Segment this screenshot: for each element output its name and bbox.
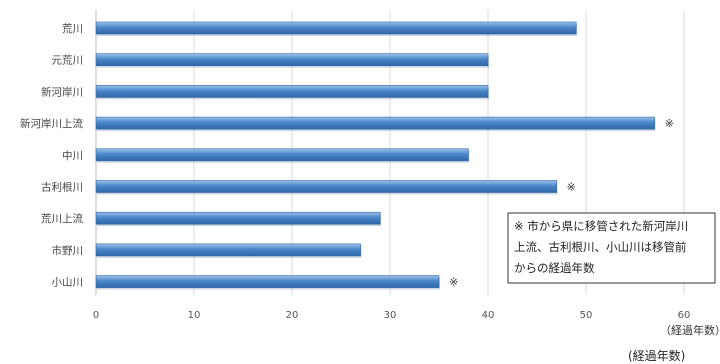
category-label: 中川 xyxy=(62,149,83,162)
note-line-2: 上流、古利根川、小山川は移管前 xyxy=(514,240,687,254)
x-tick-label: 50 xyxy=(580,310,593,321)
x-tick-labels: 0 10 20 30 40 50 60 xyxy=(93,310,691,321)
x-tick-label: 60 xyxy=(678,310,691,321)
bar xyxy=(95,211,381,225)
note-marks: ※ ※ ※ xyxy=(449,117,674,289)
x-tick-label: 0 xyxy=(93,310,99,321)
note-mark: ※ xyxy=(449,276,458,289)
bar xyxy=(95,116,655,130)
note-mark: ※ xyxy=(665,117,674,130)
x-tick-label: 10 xyxy=(188,310,201,321)
bar xyxy=(95,53,489,67)
category-label: 新河岸川 xyxy=(41,85,83,98)
note-mark: ※ xyxy=(567,181,576,194)
category-label: 新河岸川上流 xyxy=(20,117,83,130)
category-label: 荒川上流 xyxy=(41,212,83,225)
category-label: 元荒川 xyxy=(52,55,84,67)
bar xyxy=(95,85,489,98)
bars xyxy=(95,21,656,290)
note-box: ※ 市から県に移管された新河岸川 上流、古利根川、小山川は移管前 からの経過年数 xyxy=(507,212,716,284)
bar xyxy=(95,243,361,257)
category-label: 古利根川 xyxy=(41,181,83,194)
note-line-3: からの経過年数 xyxy=(514,261,595,275)
bar xyxy=(95,21,577,35)
x-axis-title: （経過年数） xyxy=(660,323,720,337)
x-tick-label: 40 xyxy=(482,310,495,321)
x-axis-title-bottom: (経過年数) xyxy=(628,348,685,363)
bar xyxy=(95,275,440,288)
bar xyxy=(95,148,469,162)
category-label: 荒川 xyxy=(62,23,83,35)
x-tick-label: 20 xyxy=(286,310,299,321)
category-label: 小山川 xyxy=(52,277,84,289)
note-line-1: ※ 市から県に移管された新河岸川 xyxy=(514,219,688,233)
category-label: 市野川 xyxy=(52,244,84,257)
bar xyxy=(95,180,557,193)
x-tick-label: 30 xyxy=(384,310,397,321)
